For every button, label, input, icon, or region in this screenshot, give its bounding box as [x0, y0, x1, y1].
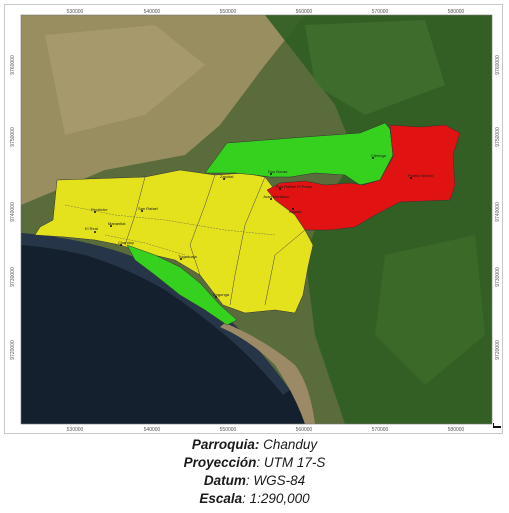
- svg-text:540000: 540000: [144, 427, 161, 433]
- caption-parroquia: Parroquia: Chanduy: [191, 437, 318, 452]
- dry-land-texture: [45, 25, 205, 135]
- svg-text:San Rafael El Prado: San Rafael El Prado: [276, 184, 313, 189]
- place-bajada[interactable]: Bajada: [289, 208, 302, 214]
- svg-text:560000: 560000: [296, 9, 313, 15]
- place-manantial[interactable]: Manantial: [108, 221, 125, 227]
- map-neatline: [20, 14, 493, 425]
- place-engunga[interactable]: Engunga: [213, 292, 230, 298]
- svg-text:Zapotal: Zapotal: [220, 174, 233, 179]
- place-juan-montalvo[interactable]: Juan Montalvo: [263, 194, 290, 200]
- zone-green-south[interactable]: [126, 244, 238, 326]
- place-zapotal[interactable]: Zapotal: [220, 174, 233, 180]
- svg-text:9750000: 9750000: [495, 127, 501, 147]
- svg-text:9740000: 9740000: [495, 202, 501, 222]
- svg-text:Juan Montalvo: Juan Montalvo: [263, 194, 290, 199]
- scale-bar-icon: [493, 423, 501, 428]
- svg-text:9740000: 9740000: [10, 202, 16, 222]
- svg-text:Pueblo Nuevo: Pueblo Nuevo: [408, 173, 434, 178]
- map-caption: Parroquia: Chanduy Proyección: UTM 17-S …: [0, 436, 509, 508]
- forest-texture-1: [375, 235, 485, 385]
- svg-text:550000: 550000: [220, 9, 237, 15]
- boundary-lines: [124, 174, 306, 306]
- map-frame: Dos Bocas Ciénega Pueblo Nuevo San Rafae…: [4, 4, 503, 434]
- svg-text:9730000: 9730000: [10, 267, 16, 287]
- y-axis-ticks-left: 9760000 9750000 9740000 9730000 9720000: [10, 55, 16, 360]
- svg-text:Ciénega: Ciénega: [371, 153, 387, 158]
- place-san-rafael-el-prado[interactable]: San Rafael El Prado: [276, 184, 313, 190]
- roads: [64, 204, 276, 256]
- svg-text:580000: 580000: [448, 9, 465, 15]
- map-canvas[interactable]: Dos Bocas Ciénega Pueblo Nuevo San Rafae…: [5, 5, 504, 435]
- y-axis-ticks-right: 9760000 9750000 9740000 9730000 9720000: [495, 55, 501, 360]
- zone-green-north[interactable]: [204, 122, 394, 186]
- x-axis-ticks-bottom: 530000 540000 550000 560000 570000 58000…: [67, 427, 465, 433]
- svg-text:9760000: 9760000: [495, 55, 501, 75]
- svg-text:560000: 560000: [296, 427, 313, 433]
- svg-text:9750000: 9750000: [10, 127, 16, 147]
- caption-escala: Escala: 1:290,000: [199, 491, 310, 506]
- svg-text:570000: 570000: [372, 9, 389, 15]
- place-el-real[interactable]: El Real: [85, 226, 98, 233]
- coastal-strip: [220, 323, 315, 424]
- place-tugaduaja[interactable]: Tugaduaja: [178, 254, 198, 260]
- svg-text:580000: 580000: [448, 427, 465, 433]
- svg-text:9760000: 9760000: [10, 55, 16, 75]
- x-axis-ticks-top: 530000 540000 550000 560000 570000 58000…: [67, 9, 465, 15]
- svg-text:9720000: 9720000: [10, 340, 16, 360]
- svg-text:Chanduy: Chanduy: [118, 240, 134, 245]
- svg-text:570000: 570000: [372, 427, 389, 433]
- svg-text:550000: 550000: [220, 427, 237, 433]
- caption-proyeccion: Proyección: UTM 17-S: [183, 455, 326, 470]
- ocean: [21, 233, 305, 424]
- place-san-rafael[interactable]: San Rafael: [138, 206, 158, 212]
- svg-text:Pechiche: Pechiche: [91, 207, 108, 212]
- svg-text:Manantial: Manantial: [108, 221, 125, 226]
- svg-text:9720000: 9720000: [495, 340, 501, 360]
- svg-text:530000: 530000: [67, 9, 84, 15]
- svg-text:Tugaduaja: Tugaduaja: [178, 254, 198, 259]
- svg-text:Bajada: Bajada: [289, 209, 302, 214]
- svg-text:Dos Bocas: Dos Bocas: [268, 169, 287, 174]
- place-cienega[interactable]: Ciénega: [371, 153, 387, 159]
- svg-text:El Real: El Real: [85, 226, 98, 231]
- svg-text:San Rafael: San Rafael: [138, 206, 158, 211]
- caption-datum: Datum: WGS-84: [203, 473, 306, 488]
- place-pueblo-nuevo[interactable]: Pueblo Nuevo: [408, 173, 434, 179]
- forest-texture-2: [305, 20, 445, 115]
- svg-text:9730000: 9730000: [495, 267, 501, 287]
- place-pechiche[interactable]: Pechiche: [91, 207, 108, 213]
- place-chanduy[interactable]: Chanduy: [118, 240, 134, 246]
- place-dos-bocas[interactable]: Dos Bocas: [268, 169, 287, 175]
- svg-text:530000: 530000: [67, 427, 84, 433]
- svg-text:540000: 540000: [144, 9, 161, 15]
- svg-text:Engunga: Engunga: [213, 292, 230, 297]
